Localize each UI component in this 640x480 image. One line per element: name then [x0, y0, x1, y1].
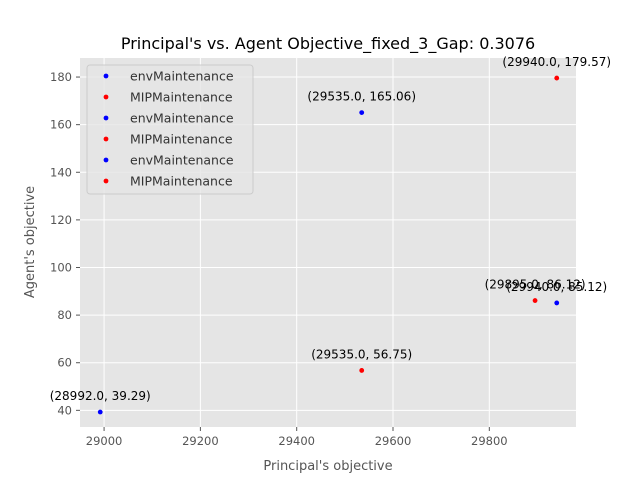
- y-axis-label: Agent's objective: [23, 186, 38, 298]
- x-axis-label: Principal's objective: [263, 459, 392, 474]
- y-tick-label: 180: [50, 70, 72, 84]
- point-annotation: (28992.0, 39.29): [50, 389, 151, 403]
- legend-marker: [103, 115, 109, 121]
- x-tick-label: 29800: [471, 434, 508, 448]
- data-points: [97, 75, 560, 415]
- legend-marker: [103, 73, 109, 79]
- x-tick-label: 29600: [375, 434, 412, 448]
- legend-label: MIPMaintenance: [130, 174, 233, 189]
- y-tick-label: 100: [50, 260, 72, 274]
- legend-marker: [103, 178, 109, 184]
- data-point: [359, 368, 365, 373]
- legend: envMaintenance MIPMaintenance envMaintenan…: [86, 64, 254, 195]
- point-annotations: (28992.0, 39.29) (29535.0, 56.75) (29535.0…: [50, 55, 611, 403]
- data-point: [532, 298, 538, 303]
- legend-marker: [103, 94, 109, 100]
- legend-label: envMaintenance: [130, 69, 234, 84]
- data-point: [554, 75, 560, 81]
- legend-label: MIPMaintenance: [130, 90, 233, 105]
- y-tick-label: 140: [50, 165, 72, 179]
- legend-label: envMaintenance: [130, 111, 234, 126]
- y-tick-label: 160: [50, 118, 72, 132]
- legend-label: MIPMaintenance: [130, 132, 233, 147]
- legend-frame: [86, 64, 254, 195]
- x-tick-label: 29000: [86, 434, 123, 448]
- data-point: [554, 300, 560, 306]
- legend-label: envMaintenance: [130, 153, 234, 168]
- x-tick-label: 29200: [182, 434, 219, 448]
- point-annotation: (29940.0, 179.57): [502, 55, 611, 69]
- data-point: [97, 409, 103, 415]
- x-tick-label: 29400: [278, 434, 315, 448]
- x-axis-ticks: 29000 29200 29400 29600 29800: [86, 427, 508, 448]
- y-axis-ticks: 40 60 80 100 120 140 160 180: [50, 70, 80, 417]
- y-tick-label: 60: [57, 356, 72, 370]
- y-tick-label: 80: [57, 308, 72, 322]
- y-tick-label: 40: [57, 403, 72, 417]
- legend-marker: [103, 136, 109, 142]
- data-point: [359, 110, 365, 116]
- point-annotation: (29535.0, 56.75): [311, 347, 412, 361]
- chart-title: Principal's vs. Agent Objective_fixed_3_…: [121, 34, 535, 54]
- point-annotation: (29940.0, 85.12): [506, 280, 607, 294]
- grid-lines: [80, 58, 576, 427]
- point-annotation: (29535.0, 165.06): [307, 90, 416, 104]
- y-tick-label: 120: [50, 213, 72, 227]
- legend-marker: [103, 157, 109, 163]
- point-annotation: (29895.0, 86.12): [485, 278, 586, 292]
